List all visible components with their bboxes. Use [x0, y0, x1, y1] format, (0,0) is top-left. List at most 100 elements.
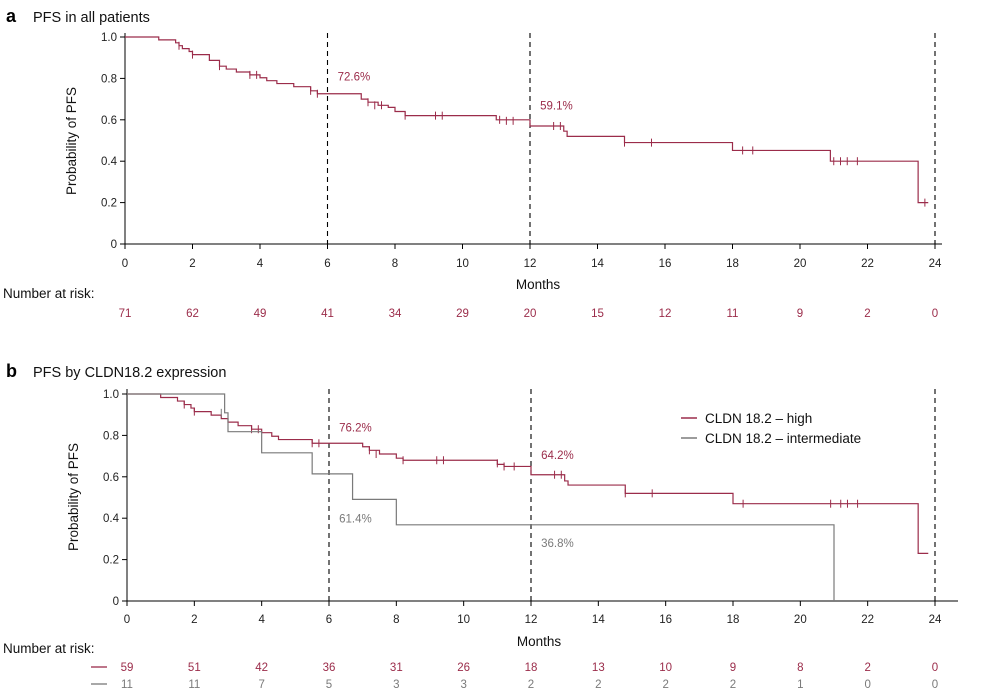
risk-count: 1	[797, 679, 803, 691]
legend-label: CLDN 18.2 – high	[705, 411, 812, 426]
risk-count: 3	[393, 679, 399, 691]
risk-count: 13	[592, 662, 605, 674]
risk-count: 2	[595, 679, 601, 691]
x-tick-label: 6	[326, 614, 332, 626]
risk-count: 11	[727, 308, 739, 320]
risk-count: 0	[932, 679, 938, 691]
y-tick-label: 0.4	[103, 513, 120, 525]
y-tick-label: 0.6	[103, 472, 119, 484]
x-tick-label: 10	[457, 614, 470, 626]
x-tick-label: 16	[659, 614, 672, 626]
x-tick-label: 8	[393, 614, 399, 626]
risk-count: 18	[525, 662, 538, 674]
x-axis-label: Months	[517, 634, 562, 649]
risk-table-label: Number at risk:	[3, 286, 95, 301]
survival-rate-annotation: 59.1%	[540, 100, 573, 112]
risk-count: 8	[797, 662, 803, 674]
panel-title: PFS by CLDN18.2 expression	[33, 365, 226, 381]
survival-rate-annotation: 64.2%	[541, 450, 574, 462]
panel-letter: b	[6, 361, 17, 381]
risk-count: 62	[186, 308, 199, 320]
x-tick-label: 4	[257, 258, 264, 270]
x-tick-label: 20	[794, 258, 807, 270]
survival-rate-annotation: 76.2%	[339, 422, 372, 434]
y-tick-label: 0.2	[101, 198, 117, 210]
x-tick-label: 2	[189, 258, 195, 270]
risk-count: 20	[524, 308, 537, 320]
x-tick-label: 14	[592, 614, 605, 626]
risk-count: 7	[258, 679, 264, 691]
risk-count: 2	[528, 679, 534, 691]
x-tick-label: 18	[727, 614, 740, 626]
km-curve	[125, 36, 929, 204]
x-tick-label: 10	[456, 258, 469, 270]
survival-rate-annotation: 61.4%	[339, 513, 372, 525]
x-tick-label: 0	[122, 258, 128, 270]
risk-count: 29	[456, 308, 469, 320]
risk-count: 49	[254, 308, 267, 320]
x-tick-label: 8	[392, 258, 398, 270]
survival-rate-annotation: 72.6%	[338, 71, 371, 83]
x-tick-label: 24	[929, 614, 942, 626]
x-tick-label: 12	[524, 258, 537, 270]
x-tick-label: 22	[861, 258, 874, 270]
risk-count: 26	[457, 662, 470, 674]
risk-count: 2	[662, 679, 668, 691]
survival-rate-annotation: 36.8%	[541, 538, 574, 550]
y-tick-label: 0.8	[103, 430, 119, 442]
risk-count: 9	[730, 662, 736, 674]
risk-count: 41	[321, 308, 334, 320]
y-tick-label: 1.0	[101, 32, 117, 44]
risk-count: 3	[460, 679, 466, 691]
x-tick-label: 16	[659, 258, 672, 270]
x-tick-label: 22	[861, 614, 874, 626]
y-tick-label: 0	[113, 596, 119, 608]
risk-count: 15	[591, 308, 604, 320]
risk-table-label: Number at risk:	[3, 641, 95, 656]
y-tick-label: 1.0	[103, 389, 119, 401]
x-tick-label: 6	[324, 258, 330, 270]
km-curve	[127, 393, 835, 601]
risk-count: 42	[255, 662, 268, 674]
x-tick-label: 24	[929, 258, 942, 270]
y-tick-label: 0.6	[101, 115, 117, 127]
risk-count: 59	[121, 662, 134, 674]
y-axis-label: Probability of PFS	[64, 87, 79, 195]
risk-count: 10	[659, 662, 672, 674]
risk-count: 11	[121, 679, 133, 691]
legend-label: CLDN 18.2 – intermediate	[705, 431, 861, 446]
x-tick-label: 14	[591, 258, 604, 270]
x-axis-label: Months	[516, 277, 561, 292]
risk-count: 31	[390, 662, 403, 674]
x-tick-label: 4	[258, 614, 265, 626]
panel-b: b PFS by CLDN18.2 expression 0 0.2 0.4 0.6 0.8…	[3, 361, 958, 691]
risk-count: 9	[797, 308, 803, 320]
panel-title: PFS in all patients	[33, 10, 150, 26]
risk-count: 51	[188, 662, 201, 674]
risk-count: 2	[864, 308, 870, 320]
risk-count: 5	[326, 679, 332, 691]
risk-count: 34	[389, 308, 402, 320]
x-tick-label: 0	[124, 614, 130, 626]
y-tick-label: 0.4	[101, 156, 118, 168]
y-tick-label: 0	[111, 239, 117, 251]
y-tick-label: 0.2	[103, 555, 119, 567]
risk-count: 0	[932, 662, 938, 674]
x-tick-label: 12	[525, 614, 538, 626]
risk-count: 12	[659, 308, 672, 320]
x-tick-label: 20	[794, 614, 807, 626]
risk-count: 36	[323, 662, 336, 674]
risk-count: 2	[730, 679, 736, 691]
risk-count: 0	[932, 308, 938, 320]
risk-count: 71	[119, 308, 132, 320]
y-axis-label: Probability of PFS	[66, 443, 81, 551]
x-tick-label: 18	[726, 258, 739, 270]
panel-letter: a	[6, 6, 17, 26]
risk-count: 2	[864, 662, 870, 674]
x-tick-label: 2	[191, 614, 197, 626]
risk-count: 11	[188, 679, 200, 691]
y-tick-label: 0.8	[101, 73, 117, 85]
risk-count: 0	[864, 679, 870, 691]
